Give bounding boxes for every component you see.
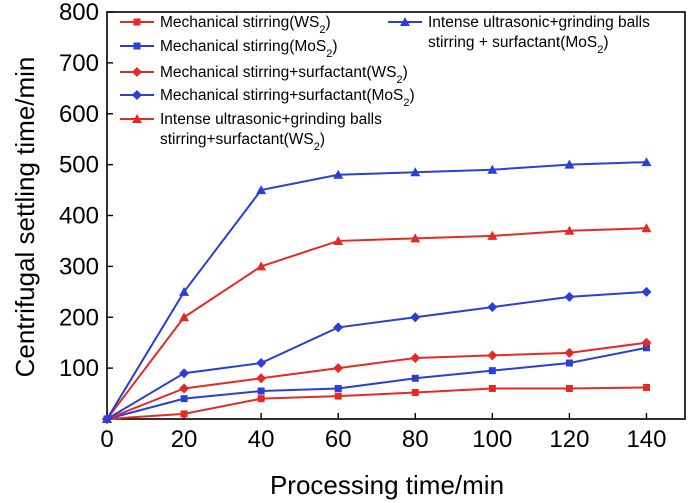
series-5 bbox=[102, 223, 652, 423]
data-point bbox=[256, 373, 267, 384]
legend-label: Mechanical stirring(WS2) bbox=[160, 14, 331, 36]
y-tick-label: 200 bbox=[59, 304, 99, 331]
data-point bbox=[179, 312, 190, 322]
data-point bbox=[410, 233, 421, 243]
x-tick-label: 20 bbox=[171, 426, 198, 453]
data-point bbox=[487, 164, 498, 174]
x-axis-label: Processing time/min bbox=[270, 470, 504, 500]
data-point bbox=[256, 185, 267, 195]
legend-marker bbox=[133, 42, 141, 50]
data-point bbox=[564, 159, 575, 169]
data-point bbox=[564, 347, 575, 358]
data-point bbox=[256, 261, 267, 271]
data-point bbox=[257, 395, 265, 403]
x-tick-label: 140 bbox=[626, 426, 666, 453]
series-line bbox=[106, 346, 647, 420]
series-line bbox=[106, 227, 647, 420]
data-point bbox=[642, 383, 650, 391]
data-point bbox=[565, 384, 573, 392]
data-point bbox=[179, 286, 190, 296]
data-point bbox=[333, 235, 344, 245]
data-point bbox=[411, 389, 419, 397]
x-tick-label: 40 bbox=[248, 426, 275, 453]
y-tick-label: 500 bbox=[59, 152, 99, 179]
data-point bbox=[488, 367, 496, 375]
data-point bbox=[641, 157, 652, 167]
data-point bbox=[180, 410, 188, 418]
legend-item: Mechanical stirring(MoS2) bbox=[120, 38, 338, 60]
legend-label: Intense ultrasonic+grinding balls bbox=[160, 111, 382, 128]
y-tick-label: 100 bbox=[59, 355, 99, 382]
legend-label: Mechanical stirring+surfactant(MoS2) bbox=[160, 87, 415, 109]
legend-item: Intense ultrasonic+grinding balls stirrin… bbox=[388, 14, 650, 56]
y-tick-label: 300 bbox=[59, 253, 99, 280]
data-point bbox=[333, 363, 344, 374]
data-point bbox=[641, 337, 652, 348]
y-axis-label: Centrifugal settling time/min bbox=[10, 57, 40, 378]
legend-item: Mechanical stirring+surfactant(WS2) bbox=[120, 64, 408, 86]
data-point bbox=[334, 392, 342, 400]
x-tick-label: 0 bbox=[100, 426, 113, 453]
legend-marker bbox=[132, 114, 142, 123]
y-tick-label: 400 bbox=[59, 203, 99, 230]
legend-item: Intense ultrasonic+grinding balls stirrin… bbox=[120, 111, 382, 153]
y-axis: 100 200 300 400 500 600 700 800 bbox=[59, 0, 113, 382]
x-tick-label: 120 bbox=[549, 426, 589, 453]
data-point bbox=[179, 368, 190, 379]
y-tick-label: 800 bbox=[59, 0, 99, 26]
data-point bbox=[564, 291, 575, 302]
legend-label: Mechanical stirring+surfactant(WS2) bbox=[160, 64, 408, 86]
legend: Mechanical stirring(WS2)Mechanical stirr… bbox=[120, 14, 650, 153]
data-point bbox=[410, 167, 421, 177]
series-line bbox=[106, 386, 647, 420]
legend-marker bbox=[132, 90, 142, 100]
data-point bbox=[333, 322, 344, 333]
series-line bbox=[106, 341, 647, 420]
data-point bbox=[180, 395, 188, 403]
data-point bbox=[641, 223, 652, 233]
data-point bbox=[641, 286, 652, 297]
legend-label: stirring + surfactant(MoS2) bbox=[428, 34, 609, 56]
data-point bbox=[487, 230, 498, 240]
legend-marker bbox=[132, 67, 142, 77]
data-point bbox=[411, 374, 419, 382]
series-layer bbox=[102, 157, 652, 424]
legend-marker bbox=[400, 17, 410, 26]
legend-label: stirring+surfactant(WS2) bbox=[160, 131, 325, 153]
data-point bbox=[102, 414, 112, 423]
x-axis: 0 20 40 60 80 100 120 140 bbox=[100, 413, 666, 453]
data-point bbox=[488, 384, 496, 392]
data-point bbox=[487, 350, 498, 361]
data-point bbox=[179, 383, 190, 394]
legend-label: Intense ultrasonic+grinding balls bbox=[428, 14, 650, 31]
x-tick-label: 80 bbox=[402, 426, 429, 453]
data-point bbox=[333, 169, 344, 179]
data-point bbox=[257, 387, 265, 395]
series-line bbox=[106, 290, 647, 420]
x-tick-label: 60 bbox=[325, 426, 352, 453]
series-line bbox=[106, 161, 647, 420]
data-point bbox=[642, 344, 650, 352]
data-point bbox=[410, 312, 421, 323]
legend-label: Mechanical stirring(MoS2) bbox=[160, 38, 338, 60]
data-point bbox=[256, 358, 267, 369]
legend-marker bbox=[133, 18, 141, 26]
x-tick-label: 100 bbox=[472, 426, 512, 453]
y-tick-label: 600 bbox=[59, 101, 99, 128]
data-point bbox=[487, 302, 498, 313]
data-point bbox=[410, 352, 421, 363]
data-point bbox=[334, 384, 342, 392]
data-point bbox=[564, 225, 575, 235]
legend-item: Mechanical stirring+surfactant(MoS2) bbox=[120, 87, 415, 109]
legend-item: Mechanical stirring(WS2) bbox=[120, 14, 331, 36]
data-point bbox=[565, 359, 573, 367]
y-tick-label: 700 bbox=[59, 50, 99, 77]
series-6 bbox=[102, 157, 652, 423]
